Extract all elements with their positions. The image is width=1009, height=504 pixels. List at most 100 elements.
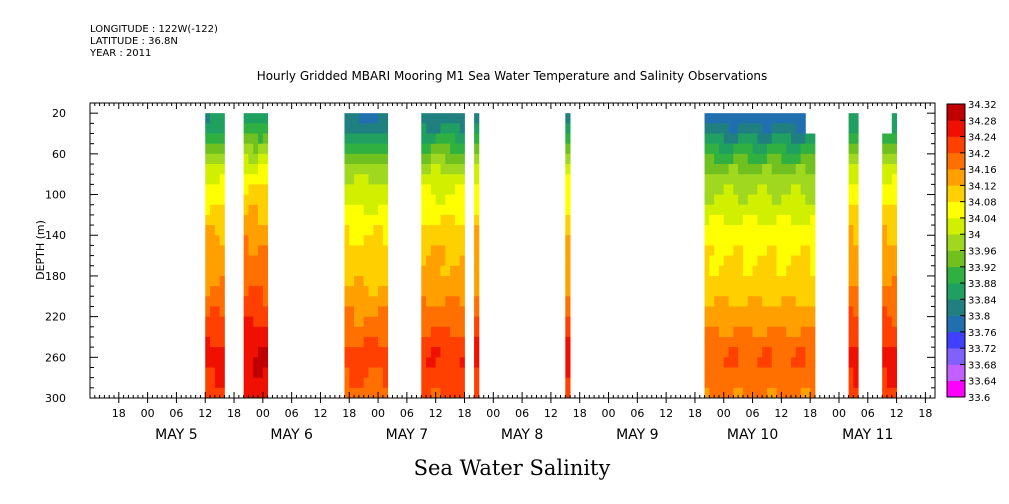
salinity-cell	[714, 214, 720, 226]
salinity-cell	[882, 133, 888, 145]
salinity-cell	[776, 214, 782, 226]
salinity-cell	[368, 143, 374, 155]
salinity-cell	[205, 143, 211, 155]
salinity-cell	[214, 113, 221, 124]
salinity-cell	[766, 143, 773, 155]
salinity-cell	[781, 296, 787, 307]
salinity-cell	[378, 357, 384, 368]
salinity-cell	[714, 255, 720, 267]
salinity-cell	[781, 377, 787, 389]
salinity-cell	[810, 377, 816, 389]
salinity-cell	[709, 204, 715, 216]
salinity-cell	[790, 143, 797, 155]
salinity-cell	[882, 336, 888, 348]
salinity-cell	[766, 235, 773, 246]
salinity-cell	[243, 387, 249, 399]
salinity-cell	[766, 214, 773, 226]
salinity-cell	[733, 153, 739, 165]
salinity-cell	[747, 153, 753, 165]
salinity-cell	[771, 133, 777, 145]
salinity-cell	[891, 296, 897, 307]
colorbar-swatch	[947, 266, 965, 284]
salinity-cell	[248, 123, 254, 134]
salinity-cell	[363, 387, 369, 399]
salinity-cell	[853, 336, 859, 348]
salinity-cell	[344, 153, 350, 165]
salinity-cell	[205, 133, 211, 145]
salinity-cell	[766, 357, 773, 368]
salinity-cell	[766, 306, 773, 318]
salinity-cell	[421, 235, 427, 246]
salinity-cell	[426, 133, 432, 145]
salinity-cell	[368, 336, 374, 348]
salinity-cell	[810, 164, 816, 175]
salinity-cell	[454, 275, 461, 287]
salinity-cell	[426, 153, 432, 165]
salinity-cell	[435, 316, 441, 328]
salinity-cell	[214, 367, 221, 379]
salinity-cell	[886, 204, 893, 216]
salinity-cell	[781, 204, 787, 216]
salinity-cell	[781, 235, 787, 246]
salinity-cell	[358, 377, 365, 389]
salinity-cell	[800, 347, 806, 358]
salinity-cell	[776, 153, 782, 165]
salinity-cell	[742, 113, 749, 124]
salinity-cell	[762, 245, 768, 256]
salinity-cell	[378, 235, 384, 246]
salinity-cell	[709, 347, 715, 358]
salinity-cell	[430, 316, 437, 328]
salinity-cell	[714, 367, 720, 379]
salinity-cell	[454, 133, 461, 145]
salinity-cell	[368, 174, 374, 185]
salinity-cell	[891, 113, 897, 124]
salinity-cell	[757, 296, 763, 307]
salinity-cell	[728, 296, 734, 307]
salinity-cell	[214, 316, 221, 328]
salinity-cell	[450, 387, 456, 399]
salinity-cell	[440, 245, 446, 256]
salinity-cell	[752, 316, 758, 328]
salinity-cell	[421, 174, 427, 185]
year-label: YEAR : 2011	[90, 48, 152, 59]
salinity-cell	[709, 245, 715, 256]
colorbar-label: 33.68	[968, 360, 997, 371]
salinity-cell	[354, 194, 360, 206]
salinity-cell	[786, 255, 792, 267]
salinity-cell	[718, 204, 725, 216]
salinity-cell	[565, 123, 571, 134]
salinity-cell	[790, 326, 797, 338]
salinity-cell	[219, 174, 225, 185]
salinity-cell	[776, 143, 782, 155]
salinity-cell	[454, 265, 461, 277]
salinity-cell	[454, 214, 461, 226]
salinity-cell	[253, 194, 259, 206]
salinity-cell	[430, 225, 437, 236]
salinity-cell	[354, 275, 360, 287]
salinity-cell	[805, 225, 811, 236]
salinity-cell	[882, 214, 888, 226]
salinity-cell	[358, 235, 365, 246]
salinity-cell	[800, 194, 806, 206]
salinity-cell	[426, 164, 432, 175]
salinity-cell	[771, 225, 777, 236]
salinity-cell	[459, 296, 465, 307]
salinity-cell	[474, 265, 480, 277]
salinity-cell	[421, 316, 427, 328]
salinity-cell	[762, 225, 768, 236]
salinity-cell	[258, 174, 264, 185]
salinity-cell	[800, 204, 806, 216]
salinity-cell	[243, 245, 249, 256]
salinity-cell	[243, 367, 249, 379]
salinity-cell	[354, 153, 360, 165]
salinity-cell	[790, 174, 797, 185]
salinity-cell	[776, 123, 782, 134]
salinity-cell	[704, 235, 710, 246]
salinity-cell	[258, 194, 264, 206]
salinity-cell	[248, 377, 254, 389]
salinity-cell	[421, 326, 427, 338]
salinity-cell	[378, 296, 384, 307]
salinity-cell	[747, 265, 753, 277]
salinity-cell	[354, 316, 360, 328]
colorbar-swatch	[947, 217, 965, 235]
